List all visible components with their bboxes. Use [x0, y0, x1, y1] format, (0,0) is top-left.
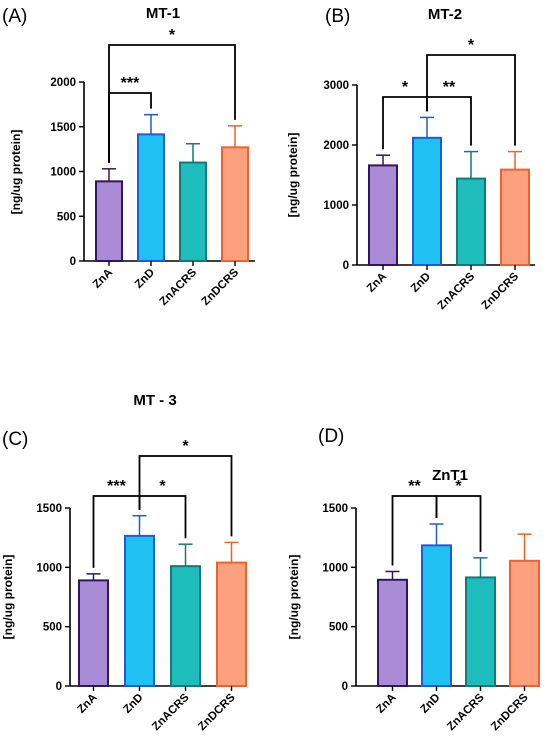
bar-zndcrs	[500, 168, 530, 267]
y-tick-label: 1000	[323, 200, 349, 212]
chart-title: ZnT1	[432, 467, 468, 484]
y-tick-label: 2000	[50, 77, 76, 89]
significance-label: **	[443, 79, 456, 96]
bar-znacrs	[179, 161, 207, 262]
x-tick-label: ZnA	[374, 692, 398, 716]
x-tick-label: ZnA	[75, 692, 99, 716]
bar-znacrs	[456, 177, 486, 267]
y-tick-label: 500	[57, 211, 76, 223]
chart-title: MT-2	[428, 6, 462, 23]
y-axis-label: [ng/ug protein]	[287, 555, 301, 640]
x-tick-label: ZnDCRS	[489, 691, 531, 733]
chart-title: MT-1	[146, 5, 180, 22]
significance-label: *	[455, 478, 462, 495]
significance-bracket	[426, 54, 516, 146]
bar-zna	[95, 180, 123, 262]
significance-label: *	[468, 37, 475, 54]
significance-bracket	[435, 495, 482, 552]
y-tick-label: 1500	[50, 122, 76, 134]
x-tick-label: ZnDCRS	[196, 691, 238, 733]
x-tick-label: ZnDCRS	[200, 266, 242, 308]
y-tick-label: 1500	[322, 503, 348, 515]
x-tick-label: ZnD	[133, 267, 157, 291]
x-tick-label: ZnA	[365, 271, 389, 295]
y-tick-label: 2000	[323, 140, 349, 152]
bar-zna	[78, 579, 109, 687]
y-axis-label: [ng/ug protein]	[1, 555, 15, 640]
x-tick-label: ZnA	[91, 267, 115, 291]
significance-bracket	[108, 44, 236, 163]
bar-znacrs	[170, 565, 201, 687]
panel-label: (C)	[2, 429, 28, 450]
significance-label: *	[159, 478, 166, 495]
bar-zndcrs	[216, 561, 247, 687]
panel-label: (B)	[325, 6, 350, 27]
significance-label: *	[182, 438, 189, 455]
y-tick-label: 1500	[36, 503, 62, 515]
bar-zna	[377, 578, 408, 687]
y-axis-label: [ng/ug protein]	[9, 130, 23, 215]
significance-label: ***	[107, 478, 126, 495]
x-tick-label: ZnACRS	[158, 266, 200, 308]
chart-title: MT - 3	[133, 392, 176, 409]
bar-znacrs	[465, 576, 496, 687]
y-tick-label: 500	[329, 622, 348, 634]
panel-label: (D)	[318, 426, 344, 447]
bar-znd	[421, 544, 452, 687]
significance-label: **	[408, 478, 421, 495]
bar-znd	[137, 133, 165, 262]
y-axis-label: [ng/ug protein]	[286, 133, 300, 218]
x-tick-label: ZnACRS	[445, 691, 487, 733]
x-tick-label: ZnD	[409, 271, 433, 295]
x-tick-label: ZnACRS	[436, 270, 478, 312]
significance-label: *	[402, 79, 409, 96]
x-tick-label: ZnD	[418, 692, 442, 716]
chart-panel-d: (D) ZnT1 [ng/ug protein] 0 500 1000 1500 ZnA ZnD…	[287, 426, 540, 733]
y-tick-label: 500	[43, 622, 62, 634]
y-tick-label: 0	[343, 260, 349, 272]
chart-panel-b: (B) MT-2 [ng/ug protein] 0 1000 2000 3000 ZnA Zn…	[286, 6, 535, 312]
bar-znd	[124, 534, 155, 687]
y-tick-label: 0	[56, 681, 62, 693]
bar-zna	[368, 164, 398, 266]
x-tick-label: ZnDCRS	[480, 270, 522, 312]
x-tick-label: ZnD	[121, 692, 145, 716]
significance-label: *	[169, 27, 176, 44]
chart-panel-c: (C) MT - 3 [ng/ug protein] 0 500 1000 1500 ZnA Z…	[1, 392, 247, 733]
panel-label: (A)	[2, 6, 27, 27]
significance-label: ***	[121, 75, 140, 92]
y-tick-label: 1000	[50, 167, 76, 179]
y-tick-label: 1000	[36, 562, 62, 574]
y-tick-label: 1000	[322, 562, 348, 574]
y-tick-label: 0	[70, 256, 76, 268]
significance-bracket	[138, 495, 187, 539]
bar-zndcrs	[509, 559, 540, 687]
y-tick-label: 0	[342, 681, 348, 693]
y-tick-label: 3000	[323, 80, 349, 92]
significance-bracket	[138, 455, 233, 537]
bar-znd	[412, 136, 442, 266]
x-tick-label: ZnACRS	[150, 691, 192, 733]
chart-panel-a: (A) MT-1 [ng/ug protein] 0 500 1000 1500 2000 Zn…	[2, 5, 255, 308]
bar-zndcrs	[221, 146, 249, 263]
